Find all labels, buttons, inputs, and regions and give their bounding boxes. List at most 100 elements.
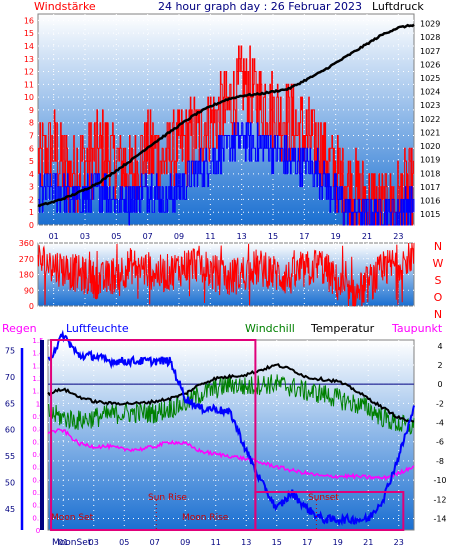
rain-tick: 0.5 (32, 464, 43, 472)
temperature-tick: 4 (437, 342, 442, 351)
luftfeuchte-label: Luftfeuchte (66, 322, 129, 335)
bottom-x-tick: 13 (241, 538, 251, 547)
sunset-annotation: Sunset (308, 493, 339, 503)
wind-speed-tick: 7 (29, 131, 34, 140)
rain-tick: 1 (36, 400, 40, 408)
rain-tick: 1.2 (32, 375, 43, 383)
wind-speed-line (38, 45, 414, 226)
rain-tick: 0.1 (32, 514, 43, 522)
pressure-series (37, 23, 415, 208)
pressure-tick: 1024 (420, 88, 440, 97)
pressure-tick: 1019 (420, 156, 440, 165)
humidity-tick: 55 (5, 452, 15, 461)
temperatur-label: Temperatur (310, 322, 375, 335)
moonset-axis-label: MoonSet (52, 538, 92, 548)
rain-tick: 1.1 (32, 388, 43, 396)
humidity-tick: 45 (5, 505, 15, 514)
bottom-panel-bg (47, 339, 415, 531)
rain-tick: 1.3 (32, 362, 43, 370)
pressure-tick: 1025 (420, 74, 440, 83)
windstaerke-title: Windstärke (34, 0, 96, 13)
rain-tick: 1.5 (32, 337, 43, 345)
bottom-x-tick: 05 (119, 538, 129, 547)
wind-speed-tick: 9 (29, 106, 34, 115)
wind-speed-tick: 3 (29, 183, 34, 192)
pressure-tick: 1018 (420, 169, 440, 178)
temperature-tick: -10 (433, 476, 446, 485)
top-x-tick: 03 (80, 232, 90, 241)
rain-axis (40, 340, 44, 530)
temperature-tick: 2 (437, 361, 442, 370)
graph-title: 24 hour graph day : 26 Februar 2023 (158, 0, 362, 13)
top-x-tick: 13 (237, 232, 247, 241)
pressure-tick: 1020 (420, 142, 440, 151)
top-x-tick: 15 (268, 232, 278, 241)
bottom-series (47, 329, 415, 531)
bottom-x-tick: 23 (394, 538, 404, 547)
compass-letter: N (434, 240, 442, 253)
bottom-x-tick: 09 (180, 538, 190, 547)
wind-speed-tick: 4 (29, 170, 34, 179)
wind-speed-tick: 13 (24, 55, 34, 64)
wind-speed-tick: 0 (29, 221, 34, 230)
compass-letter: O (434, 291, 443, 304)
wind-speed-tick: 1 (29, 208, 34, 217)
humidity-tick: 60 (5, 426, 15, 435)
rain-tick: 0.2 (32, 502, 43, 510)
temperature-tick: -14 (433, 514, 446, 523)
top-x-tick: 09 (174, 232, 184, 241)
temperature-line (47, 363, 414, 423)
pressure-tick: 1027 (420, 47, 440, 56)
wind-speed-tick: 5 (29, 157, 34, 166)
rain-tick: 0.7 (32, 438, 43, 446)
compass-letter: S (435, 274, 442, 287)
top-x-tick: 21 (362, 232, 372, 241)
pressure-tick: 1015 (420, 210, 440, 219)
top-x-tick: 19 (331, 232, 341, 241)
night-period-box (254, 491, 405, 531)
compass-letter: N (434, 308, 442, 321)
bottom-x-tick: 21 (363, 538, 373, 547)
compass-letter: W (433, 257, 444, 270)
wind-speed-tick: 12 (24, 68, 34, 77)
direction-tick: 180 (19, 271, 34, 280)
bottom-x-tick: 01 (58, 538, 68, 547)
temperature-tick: -4 (436, 419, 444, 428)
rain-tick: 0.8 (32, 426, 43, 434)
pressure-tick: 1026 (420, 60, 440, 69)
windchill-line (47, 374, 415, 435)
pressure-tick: 1022 (420, 115, 440, 124)
bottom-x-tick: 11 (211, 538, 221, 547)
moonset-annotation: Moon Set (51, 513, 94, 523)
temperature-tick: -12 (433, 495, 446, 504)
direction-tick: 90 (24, 286, 34, 295)
pressure-tick: 1021 (420, 128, 440, 137)
bottom-x-tick: 17 (302, 538, 312, 547)
temperature-tick: -6 (436, 438, 444, 447)
direction-tick: 360 (19, 239, 34, 248)
wind-speed-tick: 10 (24, 93, 34, 102)
rain-tick: 0.3 (32, 489, 43, 497)
wind-direction-series (37, 242, 415, 307)
wind-speed-tick: 6 (29, 144, 34, 153)
tick-labels: 0123456789101112131415161015101610171018… (5, 16, 447, 547)
pressure-tick: 1028 (420, 33, 440, 42)
rain-tick: 0.4 (32, 476, 44, 484)
pressure-line (37, 23, 415, 208)
temperature-tick: 0 (437, 380, 442, 389)
sunrise-annotation: Sun Rise (148, 493, 187, 503)
wind-speed-tick: 15 (24, 29, 34, 38)
rain-tick: 0 (36, 527, 40, 535)
direction-tick: 270 (19, 255, 34, 264)
rain-tick: 0.9 (32, 413, 43, 421)
pressure-tick: 1017 (420, 183, 440, 192)
top-x-tick: 11 (205, 232, 215, 241)
wind-direction-line (37, 242, 415, 307)
bottom-x-tick: 15 (272, 538, 282, 547)
regen-label: Regen (2, 322, 37, 335)
wind-gust-series (38, 122, 415, 226)
moon-period-box (50, 339, 257, 531)
rain-tick: 1.4 (32, 350, 44, 358)
